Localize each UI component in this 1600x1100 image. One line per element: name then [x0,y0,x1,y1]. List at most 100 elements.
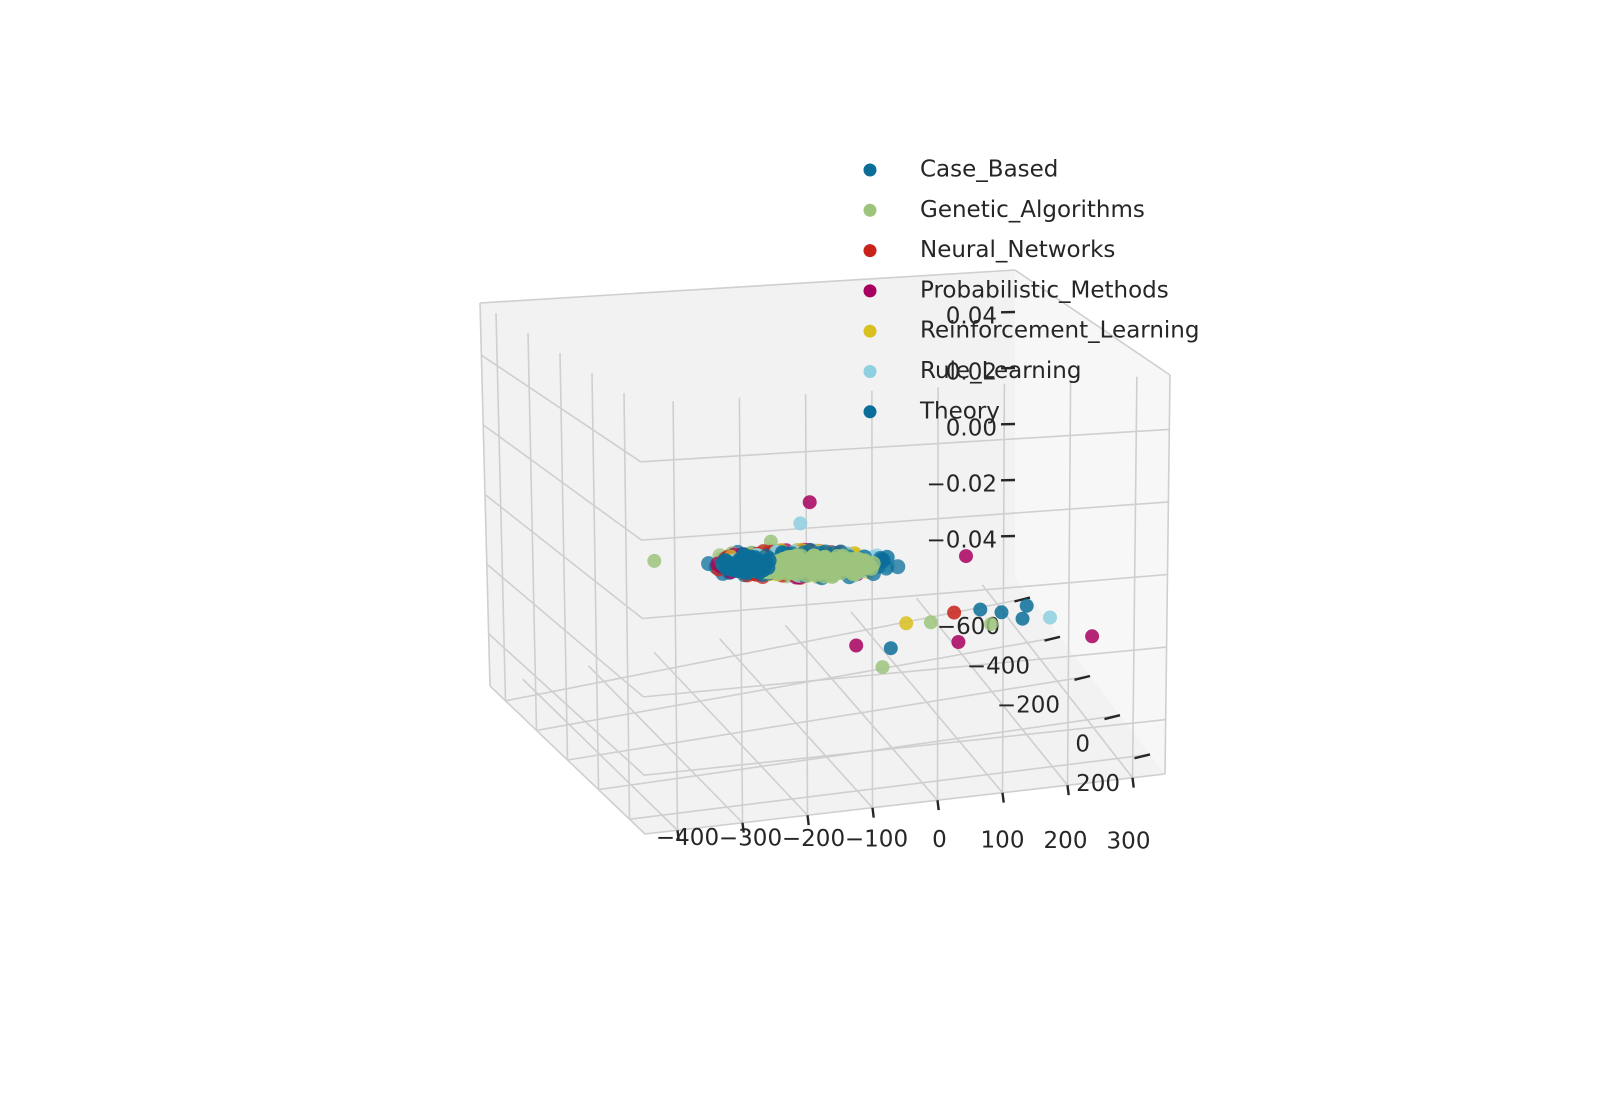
legend-label-case_based: Case_Based [920,157,1058,183]
point-rule_learning [793,516,808,531]
data-points [647,495,1100,675]
legend-marker-genetic_algorithms [863,203,877,217]
legend-label-reinforcement_learning: Reinforcement_Learning [920,318,1199,344]
grid-z-back [644,718,1166,777]
x-axis-tick [1131,777,1135,788]
z-axis-label: 0.02 [946,360,997,386]
point-genetic_algorithms [923,615,938,630]
axis-edge [489,685,646,835]
legend-label-neural_networks: Neural_Networks [920,237,1115,263]
point-genetic_algorithms [875,660,890,675]
grid-z-side [482,424,643,541]
x-axis-label: −100 [845,826,908,852]
x-axis-label: −400 [656,825,719,851]
z-axis-label: −0.02 [927,472,997,498]
back-pane [480,270,1015,686]
y-axis-label: 200 [1076,771,1120,797]
z-axis-label: 0.00 [946,416,997,442]
legend-marker-reinforcement_learning [863,324,877,338]
y-axis-label: −400 [967,653,1030,679]
point-theory [1015,611,1030,626]
grid-y-floor [536,636,1061,732]
y-axis-tick [1044,635,1061,642]
point-reinforcement_learning [899,616,914,631]
point-case_based [883,641,898,656]
legend: Case_Based Genetic_Algorithms Neural_Netwo… [863,157,1199,424]
x-axis-tick [741,822,745,833]
legend-label-genetic_algorithms: Genetic_Algorithms [920,197,1145,223]
y-axis-label: 0 [1075,732,1090,758]
y-axis-tick [1074,674,1091,682]
grid-z-side [484,493,643,620]
grid-z-side [488,633,645,776]
z-axis-label: 0.04 [946,304,997,330]
x-axis-label: −300 [719,825,782,851]
x-axis-label: 0 [932,827,947,853]
point-probabilistic_methods [951,635,966,649]
legend-marker-neural_networks [863,244,877,258]
legend-marker-rule_learning [863,365,877,378]
y-axis-tick [1134,753,1151,760]
grid-y-floor [629,753,1151,820]
x-axis-tick [676,830,680,841]
legend-label-probabilistic_methods: Probabilistic_Methods [920,277,1169,303]
point-theory [994,605,1009,620]
cluster-point-genetic_algorithms [807,548,823,564]
axis-edge [644,773,1166,835]
x-axis-tick [1001,792,1005,803]
point-genetic_algorithms [984,617,998,632]
axis-edge [479,302,491,687]
grid-y-floor [567,675,1091,761]
cluster-point-genetic_algorithms [857,555,873,571]
side-pane [1015,270,1170,774]
grid-z-back [640,428,1170,463]
point-rule_learning [1043,610,1057,625]
point-genetic_algorithms [647,553,662,568]
y-axis-tick [1104,714,1121,721]
point-probabilistic_methods [1085,629,1100,644]
cluster-point-genetic_algorithms [789,566,804,582]
cluster-point-case_based [752,564,768,579]
cluster-point-case_based [736,556,752,572]
point-probabilistic_methods [802,495,817,510]
y-axis-label: −200 [997,693,1060,719]
point-case_based [973,602,988,617]
x-axis-tick [871,807,875,818]
x-axis-label: −200 [782,826,845,852]
legend-label-rule_learning: Rule_Learning [920,358,1081,384]
grid-y-floor [505,596,1031,702]
grid-z-side [480,354,642,463]
point-case_based [1019,598,1034,613]
cluster-point-theory [890,559,906,575]
legend-label-theory: Theory [919,398,1000,424]
grid-z-side [486,563,644,698]
x-axis-label: 100 [981,827,1025,853]
y-axis-tick [1014,596,1031,603]
z-axis-label: −0.04 [927,528,997,554]
grid-z-back [642,573,1168,620]
axis-edge [1164,374,1171,775]
legend-marker-case_based [863,163,877,177]
cluster-point-genetic_algorithms [773,554,789,570]
axis-edge [1014,269,1171,376]
gridlines [479,269,1171,835]
x-axis-tick [1066,785,1070,796]
grid-z-back [641,501,1169,541]
cluster-point-genetic_algorithms [846,563,862,579]
point-probabilistic_methods [849,638,864,653]
x-axis-tick [936,800,940,811]
point-probabilistic_methods [959,549,973,564]
legend-marker-theory [863,405,877,419]
x-axis-label: 200 [1044,828,1088,854]
axis-edge [479,269,1016,304]
cluster-point-case_based [720,555,736,570]
floor-pane [490,578,1165,834]
x-axis-label: 300 [1107,828,1151,854]
point-neural_networks [947,605,962,620]
axis-panes [480,270,1170,834]
axis-ticks: 3002001000−100−200−300−400−600−400−20002… [656,304,1151,855]
grid-z-back [643,646,1167,698]
legend-marker-probabilistic_methods [863,284,877,298]
x-axis-tick [806,815,810,826]
